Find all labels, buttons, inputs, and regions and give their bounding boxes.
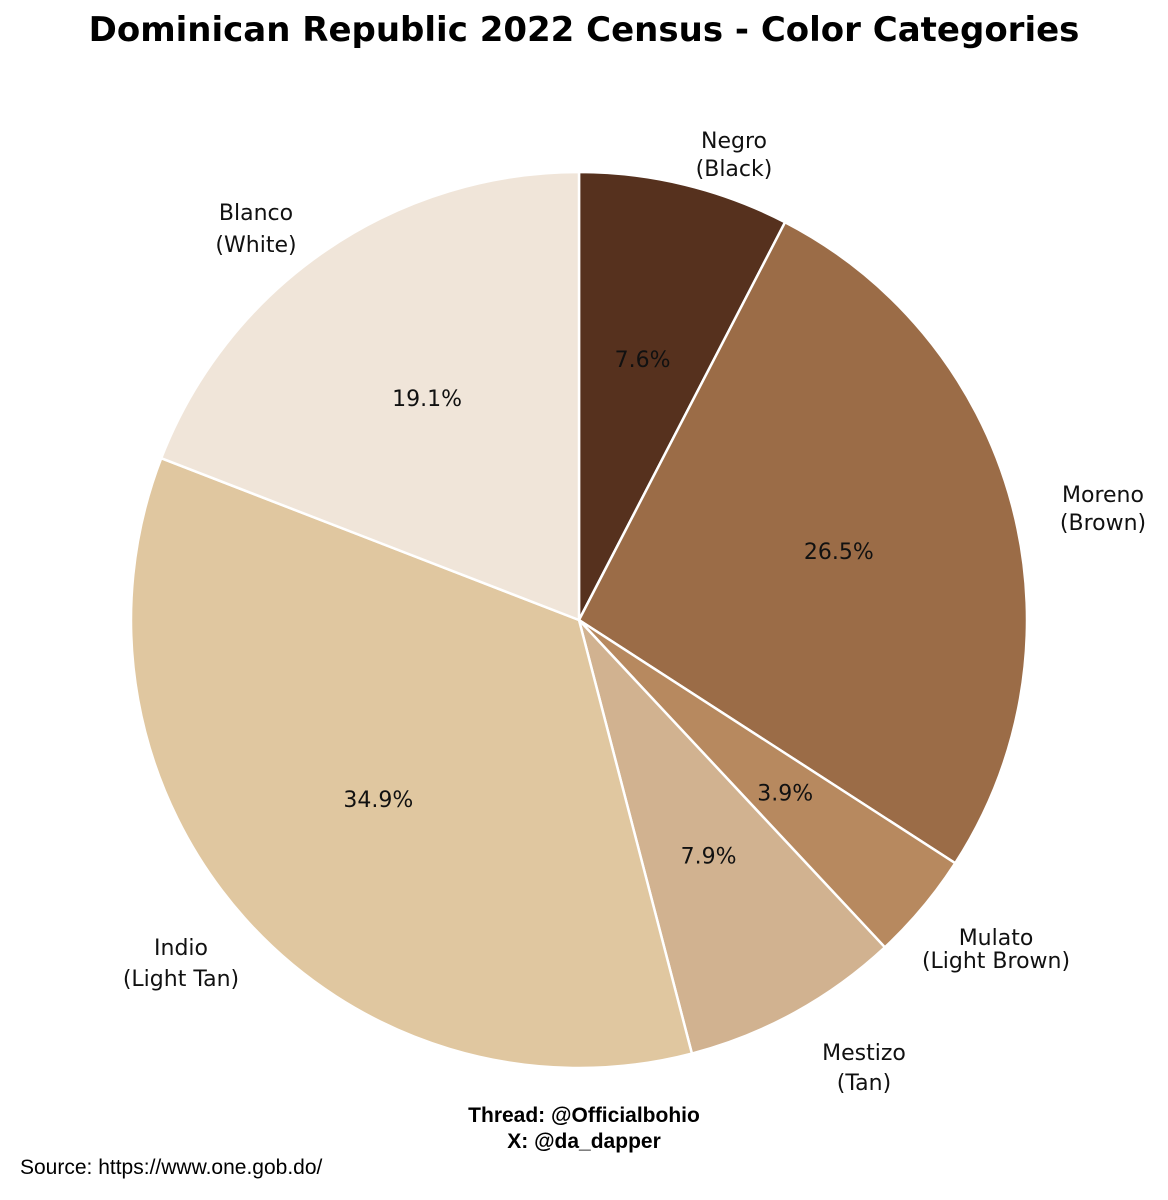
thread-credit: Thread: @Officialbohio: [468, 1104, 700, 1127]
percent-label-moreno: 26.5%: [804, 540, 874, 565]
pie-slice-moreno: [577, 220, 1029, 865]
pie-slice-blanco: [159, 170, 581, 622]
category-label-mestizo: Mestizo: [822, 1041, 906, 1066]
category-label-negro: Negro: [701, 129, 767, 154]
category-sublabel-negro: (Black): [696, 157, 773, 182]
source-note: Source: https://www.one.gob.do/: [20, 1156, 323, 1179]
percent-label-negro: 7.6%: [615, 348, 671, 373]
category-sublabel-mestizo: (Tan): [837, 1071, 891, 1096]
pie-slice-mestizo: [577, 618, 887, 1055]
category-sublabel-indio: (Light Tan): [123, 967, 239, 992]
percent-label-blanco: 19.1%: [392, 387, 462, 412]
percent-labels: 7.6% 26.5% 3.9% 7.9% 34.9% 19.1%: [343, 348, 873, 870]
pie-slice-negro: [577, 170, 787, 622]
x-credit: X: @da_dapper: [507, 1130, 661, 1153]
category-labels: Negro (Black) Moreno (Brown) Mulato(Light Br…: [123, 129, 1146, 1096]
category-sublabel-moreno: (Brown): [1060, 511, 1146, 536]
category-sublabel-blanco: (White): [215, 233, 296, 258]
category-label-moreno: Moreno: [1062, 483, 1144, 508]
category-sublabel-mulato: (Light Brown): [922, 949, 1070, 974]
category-label-indio: Indio: [154, 936, 208, 961]
category-label-blanco: Blanco: [219, 201, 293, 226]
pie-slices: [129, 170, 1029, 1070]
percent-label-mestizo: 7.9%: [681, 844, 737, 869]
percent-label-indio: 34.9%: [343, 788, 413, 813]
percent-label-mulato: 3.9%: [757, 781, 813, 806]
category-label-mulato: Mulato: [959, 926, 1034, 951]
chart-title: Dominican Republic 2022 Census - Color C…: [88, 10, 1080, 50]
